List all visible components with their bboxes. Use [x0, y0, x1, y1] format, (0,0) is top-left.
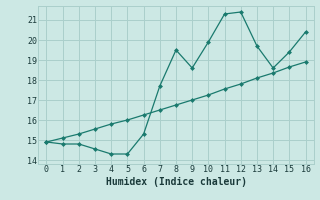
X-axis label: Humidex (Indice chaleur): Humidex (Indice chaleur) [106, 177, 246, 187]
